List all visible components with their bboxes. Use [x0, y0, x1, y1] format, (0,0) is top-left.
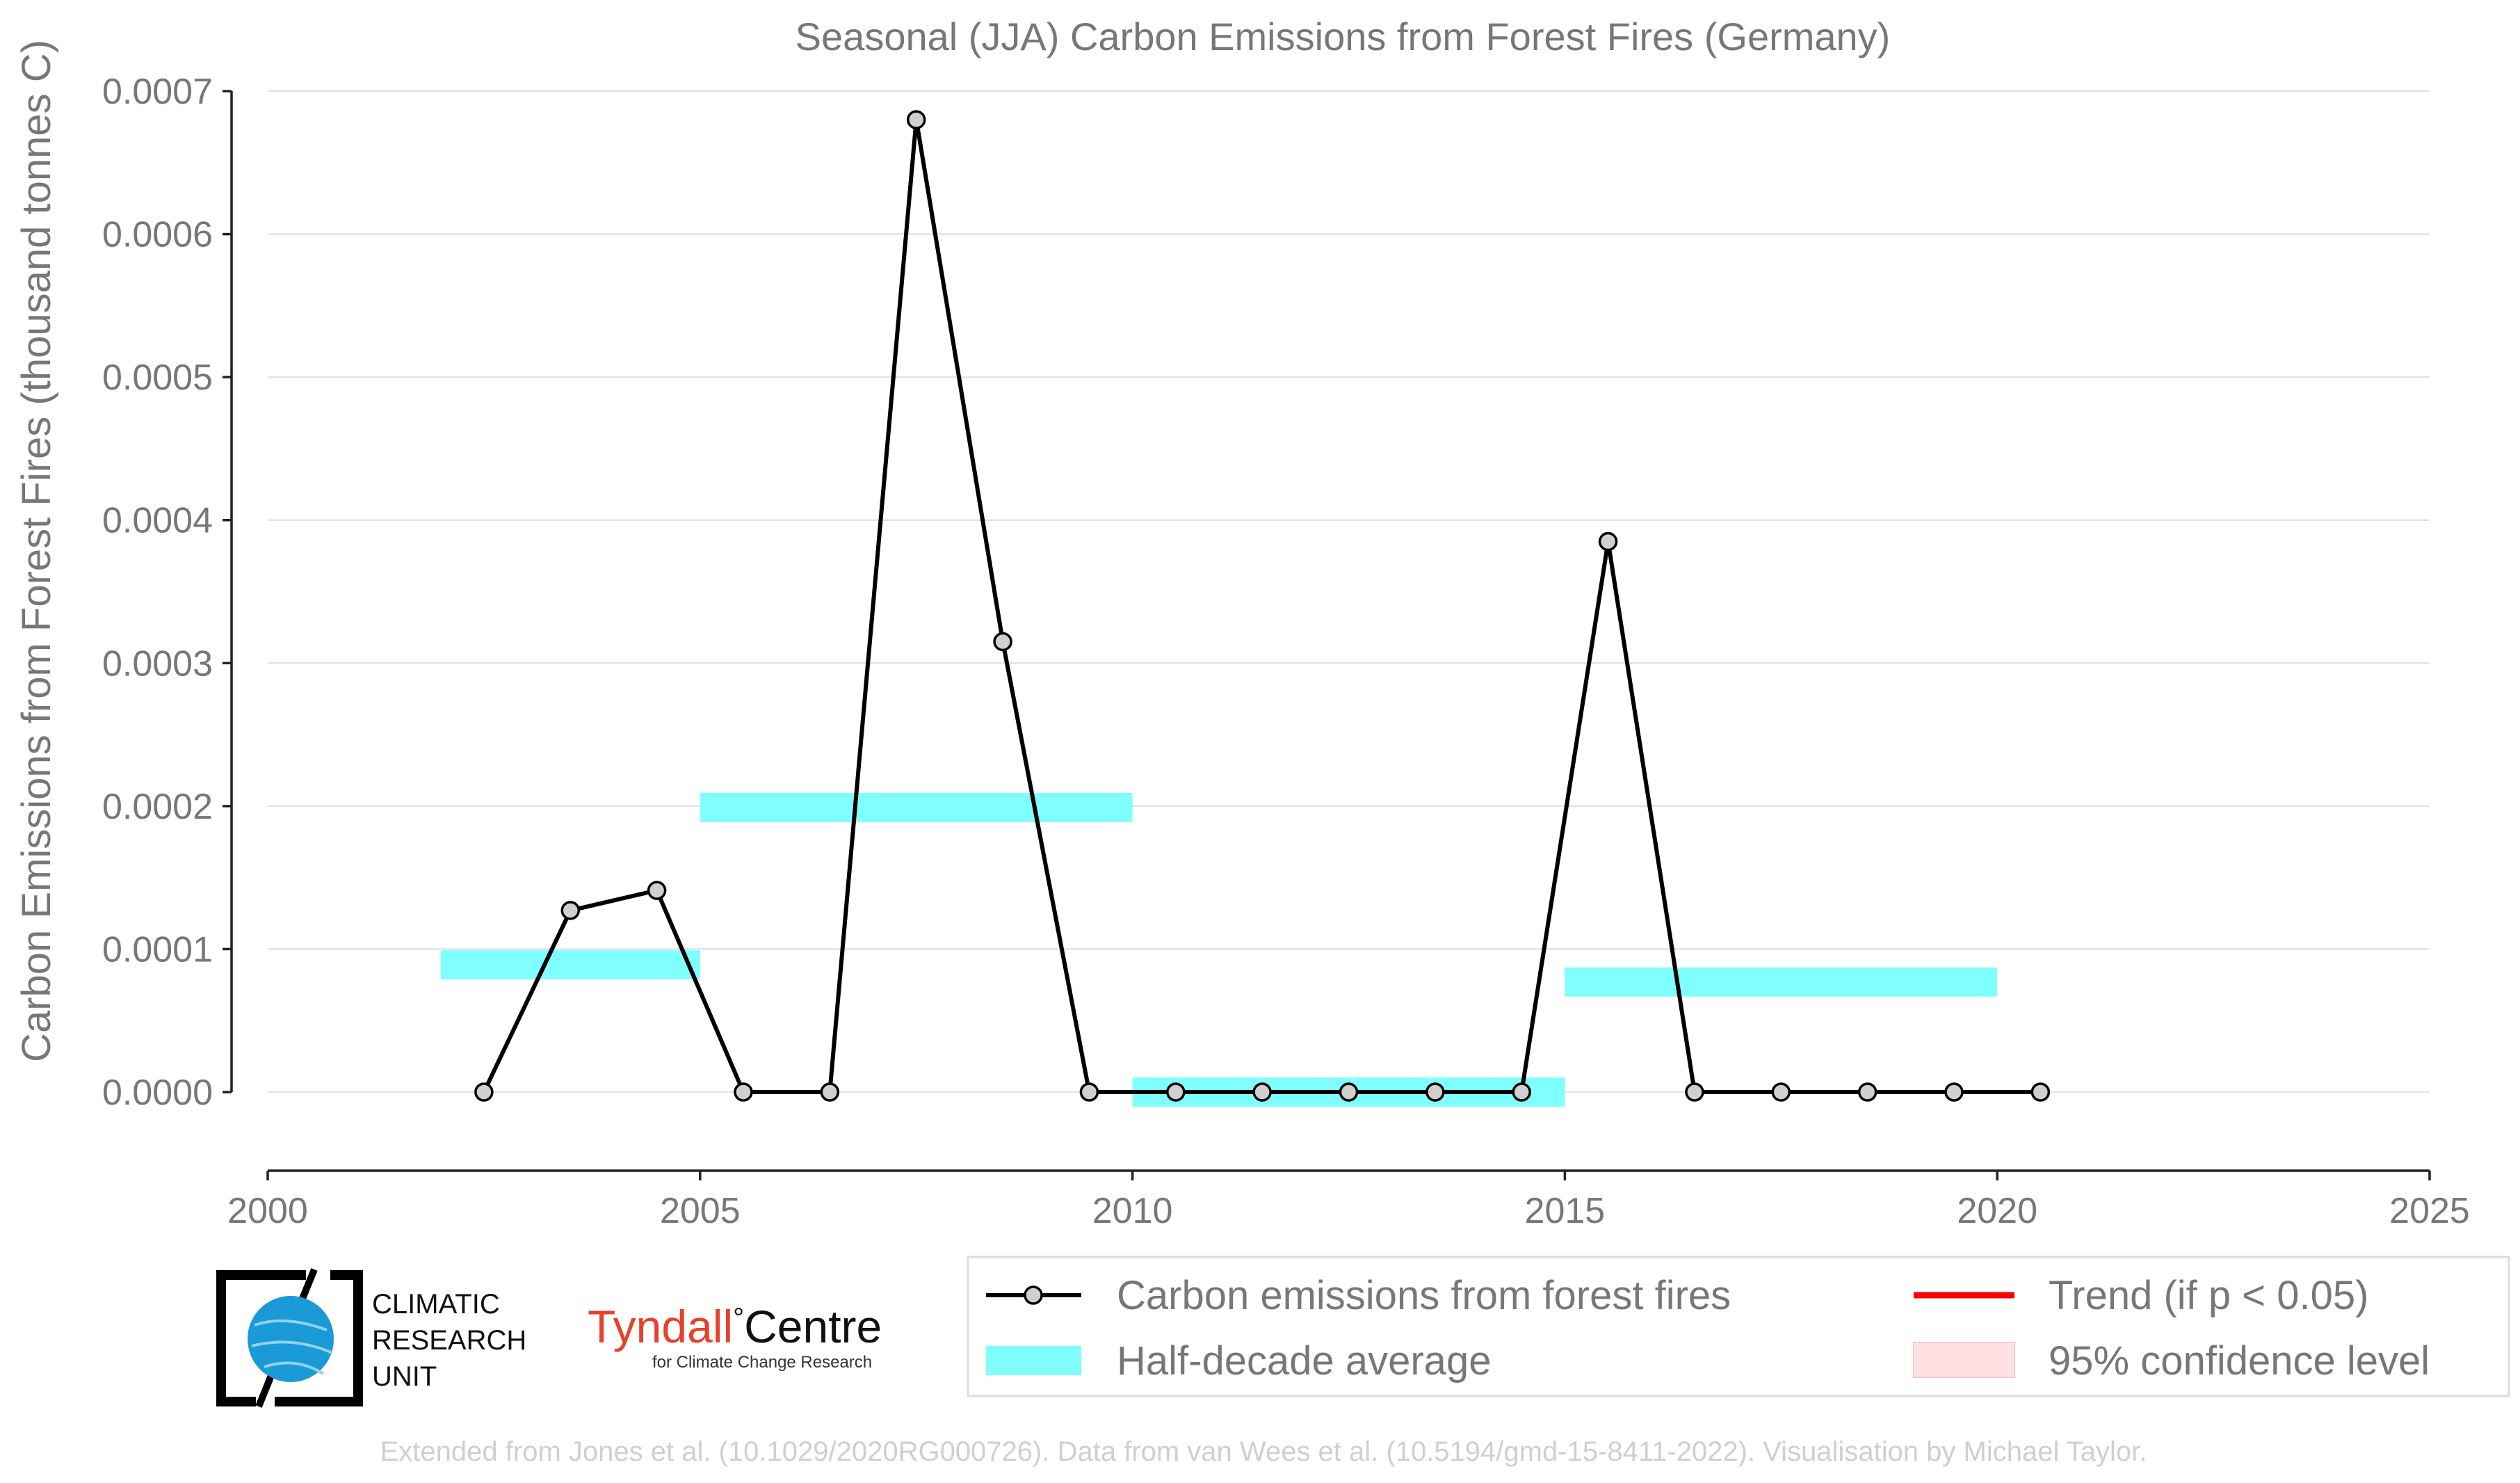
legend-frame [967, 1256, 2510, 1397]
y-tick-label-5: 0.0005 [102, 358, 213, 398]
tyndall-logo-main: Tyndall°Centre [588, 1301, 882, 1352]
x-ticks: 2000 2005 2010 2015 2020 2025 [227, 1171, 2470, 1231]
y-tick-label-6: 0.0006 [102, 215, 213, 255]
cru-logo-bracket-right-icon [275, 1270, 363, 1406]
half-decade-bar-0 [440, 950, 700, 980]
data-point-9 [1252, 1082, 1272, 1102]
data-point-5 [906, 110, 926, 129]
cru-logo-globe-swirl-icon [251, 1319, 333, 1375]
x-tick-label-0: 2000 [227, 1191, 308, 1231]
data-point-4 [820, 1082, 840, 1102]
y-tick-label-1: 0.0001 [102, 929, 213, 970]
data-point-13 [1598, 531, 1618, 552]
legend: Carbon emissions from forest fires Half-… [967, 1256, 2510, 1397]
data-point-18 [2030, 1082, 2051, 1102]
legend-swatch-half-decade [986, 1346, 1081, 1375]
gridlines [268, 90, 2430, 1093]
data-point-7 [1079, 1082, 1099, 1102]
y-tick-label-4: 0.0004 [102, 501, 213, 541]
x-tick-label-1: 2005 [660, 1191, 741, 1231]
legend-label-trend: Trend (if p < 0.05) [2049, 1273, 2368, 1318]
cru-logo-line-2: RESEARCH [372, 1325, 526, 1356]
y-tick-label-7: 0.0007 [102, 72, 213, 112]
legend-label-confidence: 95% confidence level [2049, 1338, 2430, 1384]
data-point-10 [1339, 1082, 1359, 1102]
data-point-17 [1944, 1082, 1964, 1102]
footer-credit: Extended from Jones et al. (10.1029/2020… [380, 1436, 2147, 1467]
tyndall-logo-sub: for Climate Change Research [652, 1353, 872, 1372]
series-line-0 [482, 118, 2041, 1094]
tyndall-logo: Tyndall°Centre for Climate Change Resear… [588, 1301, 882, 1372]
data-point-8 [1166, 1082, 1186, 1102]
data-point-11 [1425, 1082, 1445, 1102]
cru-logo-line-1: CLIMATIC [372, 1289, 500, 1320]
y-axis-label: Carbon Emissions from Forest Fires (thou… [14, 40, 59, 1062]
x-tick-label-5: 2025 [2389, 1191, 2470, 1231]
data-point-3 [734, 1082, 753, 1102]
data-point-15 [1771, 1082, 1791, 1102]
y-tick-label-2: 0.0002 [102, 787, 213, 827]
cru-logo-globe-icon [248, 1296, 334, 1382]
y-tick-label-3: 0.0003 [102, 643, 213, 684]
half-decade-bar-1 [700, 792, 1133, 822]
half-decade-bar-3 [1565, 967, 1998, 997]
y-tick-label-0: 0.0000 [102, 1073, 213, 1113]
x-tick-label-3: 2015 [1525, 1191, 1606, 1231]
legend-swatch-emissions-marker [1024, 1285, 1043, 1305]
y-ticks: 0.0000 0.0001 0.0002 0.0003 0.0004 0.0005 0.00… [102, 72, 232, 1113]
data-point-6 [993, 632, 1012, 652]
legend-label-emissions: Carbon emissions from forest fires [1117, 1273, 1731, 1318]
data-point-0 [474, 1082, 494, 1102]
legend-label-half-decade: Half-decade average [1117, 1338, 1491, 1384]
data-point-12 [1512, 1082, 1531, 1102]
x-tick-label-2: 2010 [1092, 1191, 1173, 1231]
data-point-1 [560, 901, 581, 920]
series-carbon-emissions [474, 110, 2051, 1102]
data-point-2 [647, 881, 667, 900]
data-point-14 [1685, 1082, 1704, 1102]
data-point-16 [1857, 1082, 1877, 1102]
cru-logo: CLIMATIC RESEARCH UNIT [216, 1268, 526, 1408]
cru-logo-line-3: UNIT [372, 1361, 437, 1392]
legend-swatch-confidence [1913, 1342, 2015, 1378]
chart-title: Seasonal (JJA) Carbon Emissions from For… [795, 15, 1891, 58]
cru-logo-bracket-icon [216, 1270, 306, 1406]
x-tick-label-4: 2020 [1957, 1191, 2037, 1231]
